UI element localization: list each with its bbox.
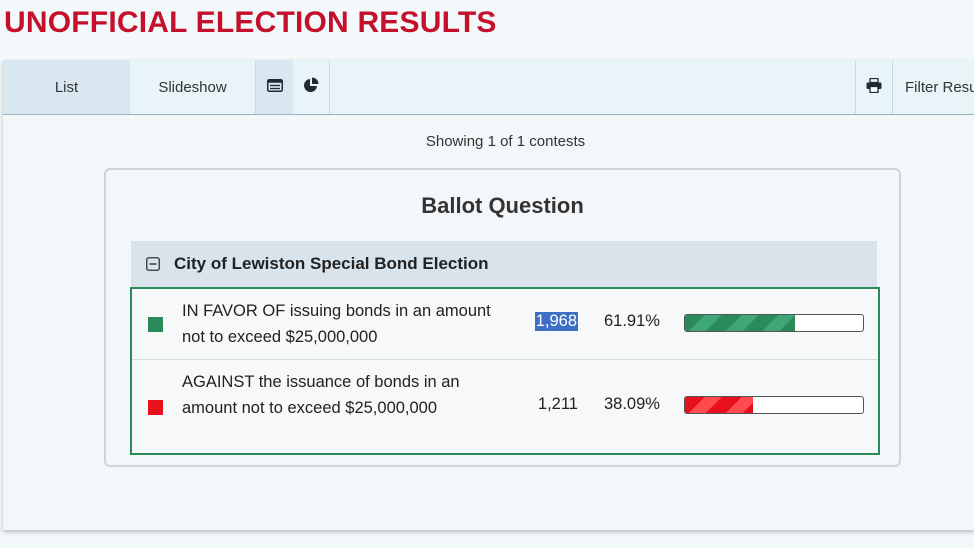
choice-percent: 61.91% xyxy=(604,312,660,330)
choice-progress-bar xyxy=(684,396,864,414)
table-view-icon xyxy=(266,78,283,96)
pie-chart-icon xyxy=(303,77,319,97)
page-title: UNOFFICIAL ELECTION RESULTS xyxy=(4,6,497,39)
choice-progress-fill xyxy=(685,397,753,413)
filter-results-button[interactable]: Filter Results xyxy=(892,60,974,114)
chart-view-button[interactable] xyxy=(293,60,329,114)
toolbar: List Slideshow xyxy=(3,60,974,115)
tab-list[interactable]: List xyxy=(3,60,130,114)
choice-row: AGAINST the issuance of bonds in an amou… xyxy=(132,360,878,454)
table-view-button[interactable] xyxy=(255,60,293,114)
choice-color-swatch xyxy=(148,400,163,415)
contest-header[interactable]: City of Lewiston Special Bond Election xyxy=(131,241,877,287)
choice-name: IN FAVOR OF issuing bonds in an amount n… xyxy=(182,302,491,346)
card-title: Ballot Question xyxy=(421,193,584,218)
choice-votes: 1,211 xyxy=(537,395,578,413)
contest-name: City of Lewiston Special Bond Election xyxy=(174,254,489,273)
contest-card: Ballot Question City of Lewiston Special… xyxy=(104,168,901,467)
print-icon xyxy=(866,77,882,97)
results-panel: List Slideshow xyxy=(3,60,974,530)
choice-progress-fill xyxy=(685,315,796,331)
contest-count-status: Showing 1 of 1 contests xyxy=(425,133,586,150)
choice-name: AGAINST the issuance of bonds in an amou… xyxy=(182,373,460,417)
choice-progress-bar xyxy=(684,314,864,332)
choice-row: IN FAVOR OF issuing bonds in an amount n… xyxy=(132,289,878,360)
tab-slideshow[interactable]: Slideshow xyxy=(158,78,227,96)
collapse-icon[interactable] xyxy=(146,255,164,273)
toolbar-spacer xyxy=(329,60,855,114)
choice-votes: 1,968 xyxy=(534,312,578,331)
choices-table: IN FAVOR OF issuing bonds in an amount n… xyxy=(130,287,880,455)
choice-color-swatch xyxy=(148,317,163,332)
print-button[interactable] xyxy=(855,60,892,114)
choice-percent: 38.09% xyxy=(604,395,660,413)
